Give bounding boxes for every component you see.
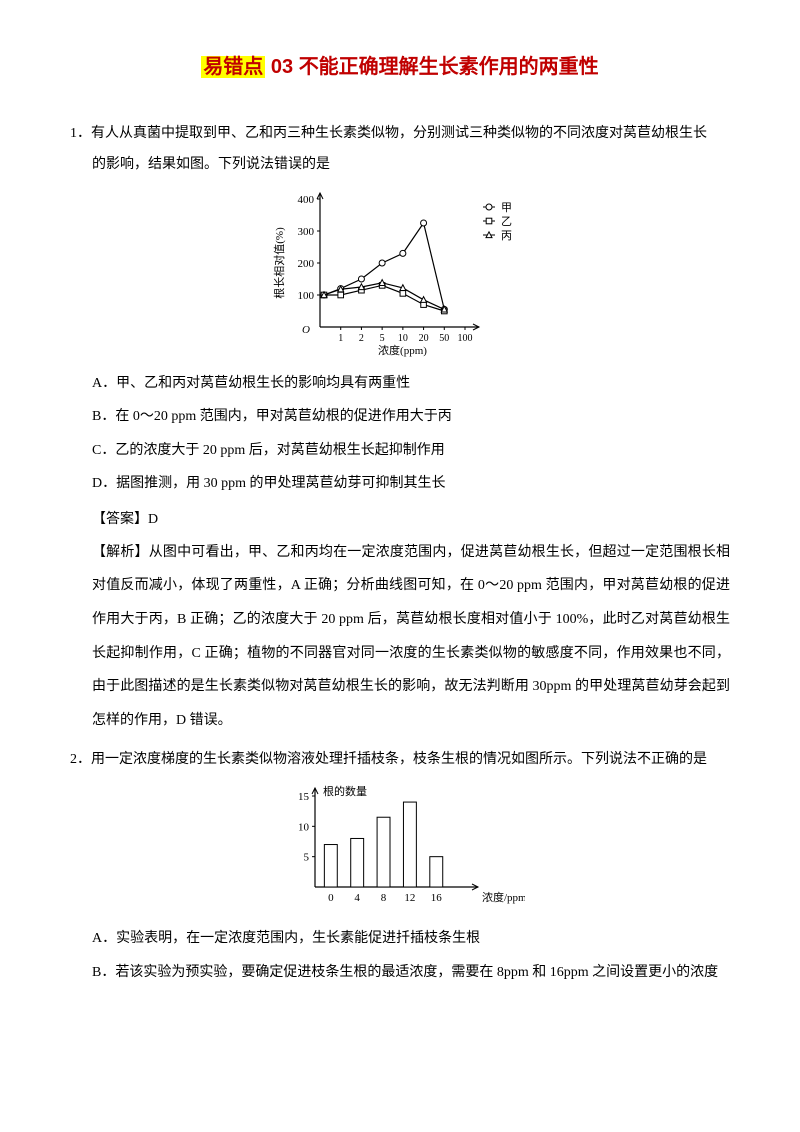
q2-option-b: B．若该实验为预实验，要确定促进枝条生根的最适浓度，需要在 8ppm 和 16p…	[92, 956, 730, 990]
svg-text:100: 100	[298, 290, 315, 302]
svg-text:1: 1	[338, 333, 343, 344]
q2-stem: 2．用一定浓度梯度的生长素类似物溶液处理扦插枝条，枝条生根的情况如图所示。下列说…	[70, 745, 730, 776]
svg-text:5: 5	[380, 333, 385, 344]
q1-analysis: 【解析】从图中可看出，甲、乙和丙均在一定浓度范围内，促进莴苣幼根生长，但超过一定…	[92, 536, 730, 738]
q1-chart: 100 200 300 400 O 1 2 5 10 20 50 100 浓度(ppm) 根长相对值(%)…	[70, 187, 730, 357]
line-chart: 100 200 300 400 O 1 2 5 10 20 50 100 浓度(ppm) 根长相对值(%)…	[265, 187, 535, 357]
svg-text:8: 8	[381, 892, 387, 904]
q1-option-a: A．甲、乙和丙对莴苣幼根生长的影响均具有两重性	[92, 367, 730, 401]
svg-text:16: 16	[431, 892, 443, 904]
svg-text:12: 12	[404, 892, 415, 904]
svg-text:2: 2	[359, 333, 364, 344]
page-title: 易错点 03 不能正确理解生长素作用的两重性	[70, 50, 730, 79]
svg-text:根的数量: 根的数量	[323, 784, 367, 798]
svg-text:300: 300	[298, 226, 315, 238]
q2-chart: 5 10 15 根的数量 0 4 8 12 16 浓度/ppm	[70, 782, 730, 912]
svg-text:甲: 甲	[501, 202, 512, 214]
svg-text:4: 4	[354, 892, 360, 904]
svg-text:根长相对值(%): 根长相对值(%)	[272, 227, 286, 299]
svg-text:乙: 乙	[501, 215, 512, 228]
svg-text:200: 200	[298, 258, 315, 270]
svg-text:400: 400	[298, 194, 315, 206]
question-1: 1．有人从真菌中提取到甲、乙和丙三种生长素类似物，分别测试三种类似物的不同浓度对…	[70, 119, 730, 737]
q1-stem-line2: 的影响，结果如图。下列说法错误的是	[92, 150, 730, 181]
svg-text:5: 5	[304, 852, 310, 864]
question-2: 2．用一定浓度梯度的生长素类似物溶液处理扦插枝条，枝条生根的情况如图所示。下列说…	[70, 745, 730, 989]
svg-text:浓度(ppm): 浓度(ppm)	[378, 343, 427, 357]
svg-text:100: 100	[458, 333, 473, 344]
title-num: 03	[271, 56, 293, 78]
q2-option-a: A．实验表明，在一定浓度范围内，生长素能促进扦插枝条生根	[92, 922, 730, 956]
svg-text:10: 10	[298, 821, 310, 833]
svg-text:丙: 丙	[501, 230, 512, 242]
title-rest: 不能正确理解生长素作用的两重性	[299, 56, 599, 78]
q1-option-c: C．乙的浓度大于 20 ppm 后，对莴苣幼根生长起抑制作用	[92, 434, 730, 468]
q1-answer: 【答案】D	[92, 505, 730, 536]
svg-text:15: 15	[298, 791, 310, 803]
q1-option-b: B．在 0～20 ppm 范围内，甲对莴苣幼根的促进作用大于丙	[92, 400, 730, 434]
svg-text:0: 0	[328, 892, 334, 904]
svg-text:O: O	[302, 324, 310, 336]
bar-chart: 5 10 15 根的数量 0 4 8 12 16 浓度/ppm	[275, 782, 525, 912]
title-prefix: 易错点	[201, 56, 265, 78]
q1-stem-line1: 1．有人从真菌中提取到甲、乙和丙三种生长素类似物，分别测试三种类似物的不同浓度对…	[70, 119, 730, 150]
svg-text:浓度/ppm: 浓度/ppm	[482, 890, 525, 904]
svg-text:50: 50	[439, 333, 449, 344]
q1-option-d: D．据图推测，用 30 ppm 的甲处理莴苣幼芽可抑制其生长	[92, 467, 730, 501]
svg-text:10: 10	[398, 333, 408, 344]
svg-text:20: 20	[419, 333, 429, 344]
